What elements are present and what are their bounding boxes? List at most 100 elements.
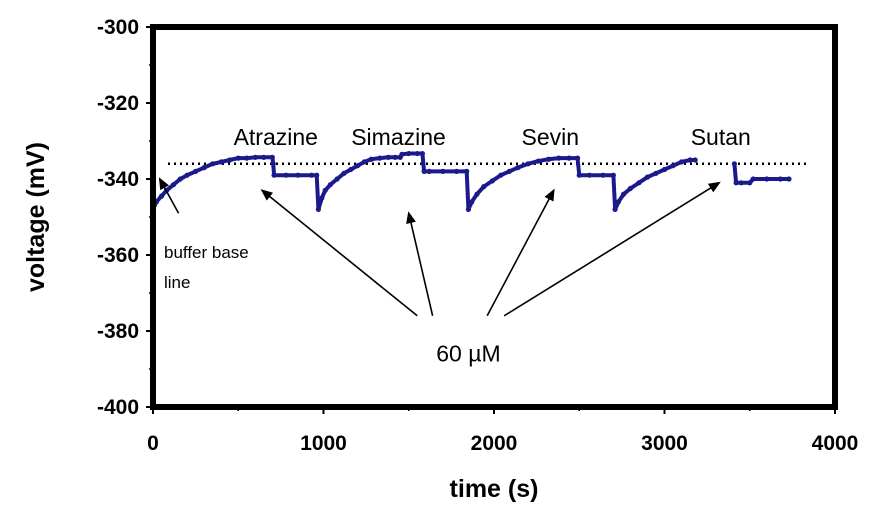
data-point	[269, 154, 275, 160]
data-point	[440, 168, 446, 174]
y-tick-label: -320	[97, 92, 139, 115]
data-point	[271, 172, 277, 178]
data-point	[627, 185, 634, 192]
x-tick-label: 2000	[471, 432, 518, 455]
annotation-arrow	[406, 211, 434, 316]
annotation-arrow	[503, 181, 721, 317]
data-point	[158, 193, 165, 199]
data-point	[733, 180, 739, 186]
annotation-arrow	[260, 189, 418, 317]
data-point	[341, 170, 347, 176]
x-tick-label: 1000	[300, 432, 347, 455]
data-point	[600, 172, 606, 178]
y-tick-label: -340	[97, 168, 139, 191]
annotation-label: Simazine	[351, 124, 446, 150]
data-point	[506, 168, 512, 174]
data-point	[644, 174, 651, 180]
data-point	[610, 172, 616, 178]
annotation-label: Atrazine	[234, 124, 318, 150]
x-axis-ticks: 0 1000 2000 3000 4000	[147, 407, 858, 455]
data-point	[314, 172, 320, 178]
data-point	[786, 176, 792, 182]
data-point	[170, 182, 177, 188]
data-point	[692, 157, 698, 163]
y-tick-label: -380	[97, 320, 139, 343]
annotation-label: 60 µM	[436, 340, 500, 366]
data-point	[244, 155, 250, 161]
baseline-label: line	[164, 273, 190, 292]
data-point	[750, 176, 756, 182]
data-point	[421, 168, 427, 174]
data-point	[576, 172, 582, 178]
data-point	[348, 166, 354, 173]
data-point	[361, 159, 368, 165]
data-point	[392, 154, 398, 160]
data-point	[377, 155, 383, 161]
data-point	[535, 158, 541, 164]
data-point	[566, 155, 572, 161]
data-point	[210, 161, 216, 167]
data-point	[334, 176, 340, 182]
data-point	[184, 172, 190, 178]
data-point	[464, 168, 470, 174]
data-point	[687, 157, 693, 163]
annotation-label: Sevin	[521, 124, 579, 150]
data-point	[469, 199, 475, 205]
data-point	[426, 168, 432, 174]
data-point	[498, 172, 504, 178]
data-point	[670, 163, 676, 169]
x-tick-label: 3000	[641, 432, 688, 455]
data-point	[295, 172, 301, 178]
data-point	[201, 165, 207, 171]
data-point	[678, 159, 685, 165]
data-point	[747, 180, 753, 186]
data-point	[636, 180, 642, 186]
data-point	[738, 180, 744, 186]
y-axis-ticks: -300 -320 -340 -360 -380 -400	[97, 16, 153, 419]
y-tick-label: -300	[97, 16, 139, 39]
data-point	[355, 163, 361, 169]
annotation-arrows	[158, 177, 721, 317]
annotation-labels: Atrazine Simazine Sevin Sutan 60 µM buffer ba…	[164, 124, 751, 367]
data-point	[322, 187, 328, 193]
data-point	[515, 165, 521, 171]
data-point	[218, 159, 224, 165]
data-point	[385, 154, 391, 160]
data-point	[661, 166, 668, 173]
data-point	[406, 150, 412, 157]
data-point	[252, 154, 258, 160]
series-layer	[150, 150, 792, 212]
data-point	[731, 161, 738, 167]
data-point	[545, 156, 552, 162]
data-point	[489, 178, 495, 184]
x-tick-label: 4000	[812, 432, 859, 455]
data-point	[525, 161, 531, 167]
annotation-arrow	[486, 188, 555, 317]
data-point	[235, 155, 241, 161]
data-point	[556, 155, 562, 161]
data-point	[465, 206, 472, 212]
data-point	[453, 168, 460, 174]
data-point	[653, 170, 659, 176]
data-point	[764, 176, 770, 182]
data-point	[419, 150, 425, 157]
data-point	[399, 151, 405, 157]
data-point	[368, 156, 374, 162]
data-point	[261, 154, 267, 160]
x-tick-label: 0	[147, 432, 159, 455]
y-tick-label: -400	[97, 396, 139, 419]
x-axis-title: time (s)	[450, 475, 539, 503]
y-tick-label: -360	[97, 244, 139, 267]
data-point	[414, 150, 420, 157]
data-point	[777, 176, 784, 182]
baseline-label: buffer base	[164, 243, 249, 262]
data-point	[270, 161, 276, 167]
data-point	[177, 176, 183, 182]
data-point	[620, 191, 627, 197]
plot-frame	[150, 24, 838, 410]
data-point	[283, 172, 289, 178]
annotation-arrow	[158, 177, 180, 214]
data-point	[308, 172, 315, 178]
data-point	[574, 155, 581, 161]
